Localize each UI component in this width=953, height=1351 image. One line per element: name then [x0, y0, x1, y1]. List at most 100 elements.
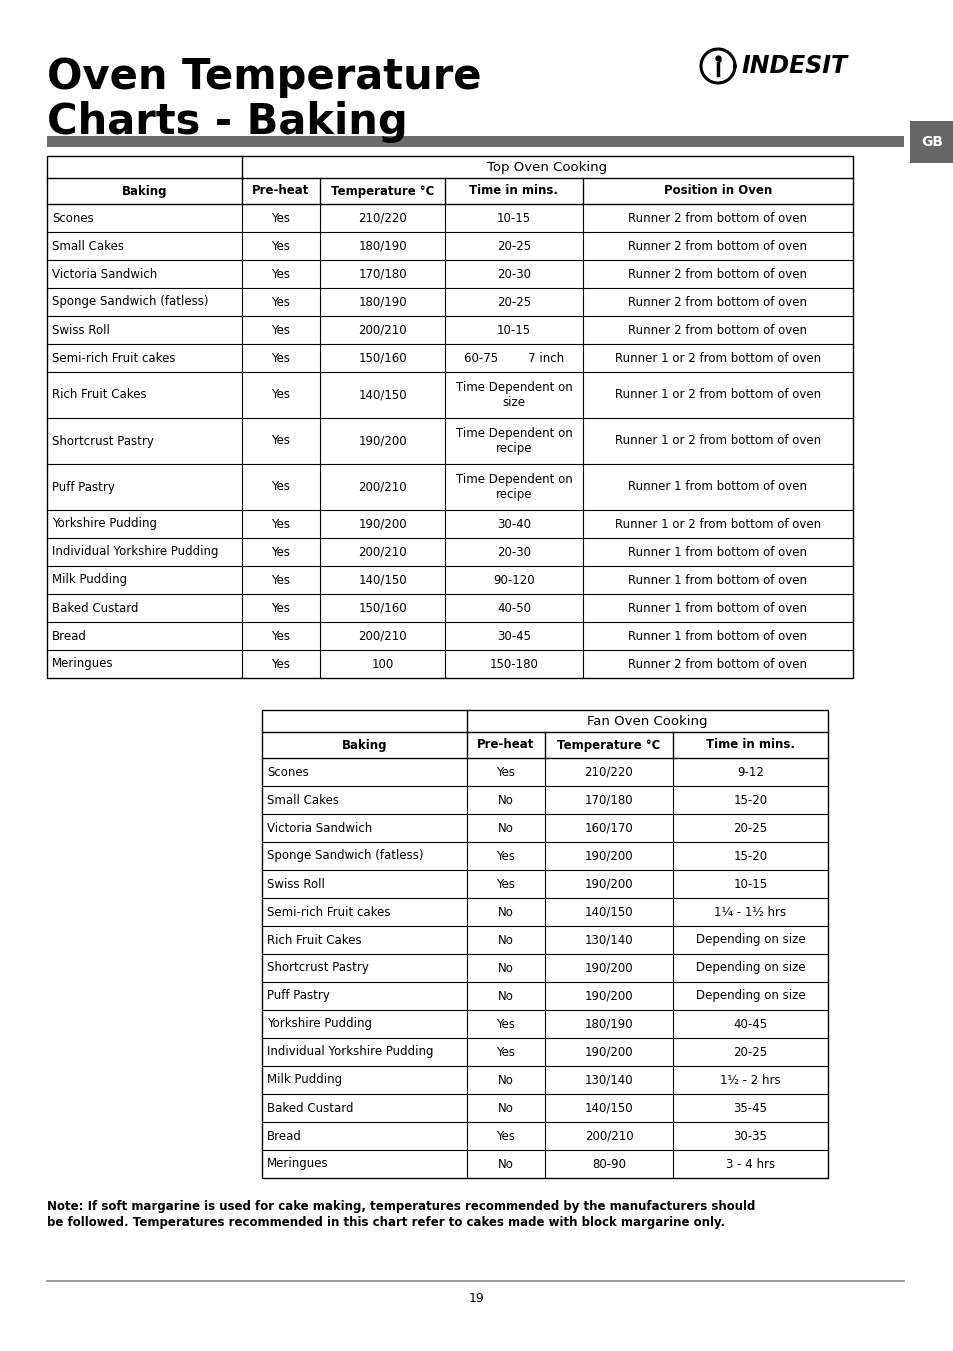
Text: Meringues: Meringues: [52, 658, 113, 670]
Text: 200/210: 200/210: [357, 323, 406, 336]
Text: 10-15: 10-15: [733, 878, 767, 890]
Text: Semi-rich Fruit cakes: Semi-rich Fruit cakes: [52, 351, 175, 365]
Text: 170/180: 170/180: [584, 793, 633, 807]
Text: Scones: Scones: [52, 212, 93, 224]
Text: Puff Pastry: Puff Pastry: [267, 989, 330, 1002]
Text: Runner 1 from bottom of oven: Runner 1 from bottom of oven: [628, 630, 806, 643]
Text: 210/220: 210/220: [584, 766, 633, 778]
Text: Depending on size: Depending on size: [695, 934, 804, 947]
Text: Small Cakes: Small Cakes: [52, 239, 124, 253]
Text: 9-12: 9-12: [737, 766, 763, 778]
Text: No: No: [497, 934, 514, 947]
Text: Yes: Yes: [272, 517, 291, 531]
Text: 150/160: 150/160: [357, 601, 406, 615]
Text: Yorkshire Pudding: Yorkshire Pudding: [267, 1017, 372, 1031]
Text: 60-75        7 inch: 60-75 7 inch: [463, 351, 563, 365]
Text: Yes: Yes: [272, 630, 291, 643]
Text: Victoria Sandwich: Victoria Sandwich: [267, 821, 372, 835]
Text: Meringues: Meringues: [267, 1158, 328, 1170]
Text: Rich Fruit Cakes: Rich Fruit Cakes: [267, 934, 361, 947]
Text: No: No: [497, 1101, 514, 1115]
Text: 130/140: 130/140: [584, 1074, 633, 1086]
Text: Yes: Yes: [496, 1129, 515, 1143]
Text: 210/220: 210/220: [357, 212, 406, 224]
FancyBboxPatch shape: [909, 122, 953, 163]
Text: Yes: Yes: [272, 296, 291, 308]
Text: Sponge Sandwich (fatless): Sponge Sandwich (fatless): [52, 296, 209, 308]
Text: Runner 2 from bottom of oven: Runner 2 from bottom of oven: [628, 323, 806, 336]
Text: 40-50: 40-50: [497, 601, 531, 615]
Text: 200/210: 200/210: [357, 546, 406, 558]
Text: Oven Temperature: Oven Temperature: [47, 55, 481, 99]
Text: Yes: Yes: [272, 601, 291, 615]
Text: 100: 100: [371, 658, 394, 670]
Text: Puff Pastry: Puff Pastry: [52, 481, 114, 493]
Text: Yes: Yes: [496, 1017, 515, 1031]
Text: Runner 2 from bottom of oven: Runner 2 from bottom of oven: [628, 212, 806, 224]
Text: 10-15: 10-15: [497, 212, 531, 224]
Text: Rich Fruit Cakes: Rich Fruit Cakes: [52, 389, 147, 401]
Text: No: No: [497, 1074, 514, 1086]
Text: Yes: Yes: [272, 658, 291, 670]
Text: Yes: Yes: [496, 766, 515, 778]
Text: 20-30: 20-30: [497, 267, 531, 281]
Text: 15-20: 15-20: [733, 850, 767, 862]
Text: 30-45: 30-45: [497, 630, 531, 643]
Text: 140/150: 140/150: [584, 905, 633, 919]
Text: Yes: Yes: [496, 878, 515, 890]
Text: Individual Yorkshire Pudding: Individual Yorkshire Pudding: [52, 546, 218, 558]
Text: Small Cakes: Small Cakes: [267, 793, 338, 807]
Text: 170/180: 170/180: [357, 267, 406, 281]
Text: 190/200: 190/200: [357, 517, 406, 531]
Text: No: No: [497, 793, 514, 807]
Text: Runner 2 from bottom of oven: Runner 2 from bottom of oven: [628, 658, 806, 670]
Text: Pre-heat: Pre-heat: [252, 185, 310, 197]
Text: 190/200: 190/200: [584, 1046, 633, 1058]
Text: Semi-rich Fruit cakes: Semi-rich Fruit cakes: [267, 905, 390, 919]
Text: Milk Pudding: Milk Pudding: [52, 574, 127, 586]
Text: Scones: Scones: [267, 766, 309, 778]
Text: 20-25: 20-25: [497, 239, 531, 253]
Text: Victoria Sandwich: Victoria Sandwich: [52, 267, 157, 281]
Text: 30-35: 30-35: [733, 1129, 766, 1143]
Text: Yes: Yes: [272, 351, 291, 365]
Text: Time Dependent on
recipe: Time Dependent on recipe: [456, 473, 572, 501]
Text: Milk Pudding: Milk Pudding: [267, 1074, 342, 1086]
FancyBboxPatch shape: [47, 155, 852, 678]
Text: 160/170: 160/170: [584, 821, 633, 835]
Text: Pre-heat: Pre-heat: [476, 739, 534, 751]
Text: 150/160: 150/160: [357, 351, 406, 365]
Text: Yes: Yes: [272, 574, 291, 586]
Text: Baking: Baking: [122, 185, 167, 197]
Text: Runner 1 or 2 from bottom of oven: Runner 1 or 2 from bottom of oven: [615, 517, 821, 531]
Text: 90-120: 90-120: [493, 574, 535, 586]
Text: Time in mins.: Time in mins.: [469, 185, 558, 197]
Text: 150-180: 150-180: [489, 658, 537, 670]
Text: Individual Yorkshire Pudding: Individual Yorkshire Pudding: [267, 1046, 433, 1058]
Text: Yes: Yes: [272, 239, 291, 253]
Text: Depending on size: Depending on size: [695, 989, 804, 1002]
Text: Temperature °C: Temperature °C: [557, 739, 660, 751]
Text: Top Oven Cooking: Top Oven Cooking: [487, 161, 607, 173]
Text: Temperature °C: Temperature °C: [331, 185, 434, 197]
Text: Time in mins.: Time in mins.: [705, 739, 794, 751]
Text: Yes: Yes: [496, 1046, 515, 1058]
FancyBboxPatch shape: [47, 135, 903, 146]
FancyBboxPatch shape: [262, 711, 827, 1178]
Text: Runner 1 or 2 from bottom of oven: Runner 1 or 2 from bottom of oven: [615, 351, 821, 365]
Text: Runner 2 from bottom of oven: Runner 2 from bottom of oven: [628, 267, 806, 281]
Text: Swiss Roll: Swiss Roll: [267, 878, 325, 890]
Text: 80-90: 80-90: [592, 1158, 625, 1170]
Text: Baked Custard: Baked Custard: [52, 601, 138, 615]
Text: Note: If soft margarine is used for cake making, temperatures recommended by the: Note: If soft margarine is used for cake…: [47, 1200, 755, 1213]
Text: 190/200: 190/200: [584, 878, 633, 890]
Text: 140/150: 140/150: [357, 389, 406, 401]
Text: No: No: [497, 821, 514, 835]
Text: Bread: Bread: [267, 1129, 301, 1143]
Text: Swiss Roll: Swiss Roll: [52, 323, 110, 336]
Text: Shortcrust Pastry: Shortcrust Pastry: [52, 435, 153, 447]
Text: Runner 1 from bottom of oven: Runner 1 from bottom of oven: [628, 601, 806, 615]
Text: 200/210: 200/210: [357, 481, 406, 493]
Text: INDESIT: INDESIT: [741, 54, 847, 78]
Text: Sponge Sandwich (fatless): Sponge Sandwich (fatless): [267, 850, 423, 862]
